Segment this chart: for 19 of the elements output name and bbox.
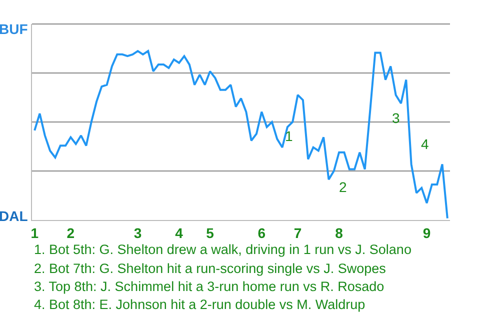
annotation: 1 bbox=[285, 128, 293, 144]
x-tick-label: 2 bbox=[66, 224, 75, 241]
x-tick-label: 4 bbox=[175, 224, 184, 241]
text: DAL bbox=[0, 208, 28, 224]
x-tick-label: 6 bbox=[258, 224, 266, 241]
text: 4. Bot 8th: E. Johnson hit a 2-run double vs M. Waldrup bbox=[34, 297, 366, 312]
annotation: 2 bbox=[339, 179, 347, 195]
text: BUF bbox=[0, 21, 28, 37]
annotation: 4 bbox=[421, 136, 429, 152]
x-tick-label: 1 bbox=[30, 224, 39, 241]
x-tick-label: 8 bbox=[335, 224, 344, 241]
text: 3. Top 8th: J. Schimmel hit a 3-run home run vs R. Rosado bbox=[34, 279, 384, 294]
x-tick-label: 7 bbox=[294, 224, 302, 241]
x-tick-label: 9 bbox=[422, 224, 431, 241]
annotation: 3 bbox=[392, 110, 400, 126]
text: 1. Bot 5th: G. Shelton drew a walk, driving in 1 run vs J. Solano bbox=[34, 242, 412, 257]
x-tick-label: 5 bbox=[206, 224, 214, 241]
text: 2. Bot 7th: G. Shelton hit a run-scoring single vs J. Swopes bbox=[34, 261, 386, 276]
x-tick-label: 3 bbox=[134, 224, 142, 241]
